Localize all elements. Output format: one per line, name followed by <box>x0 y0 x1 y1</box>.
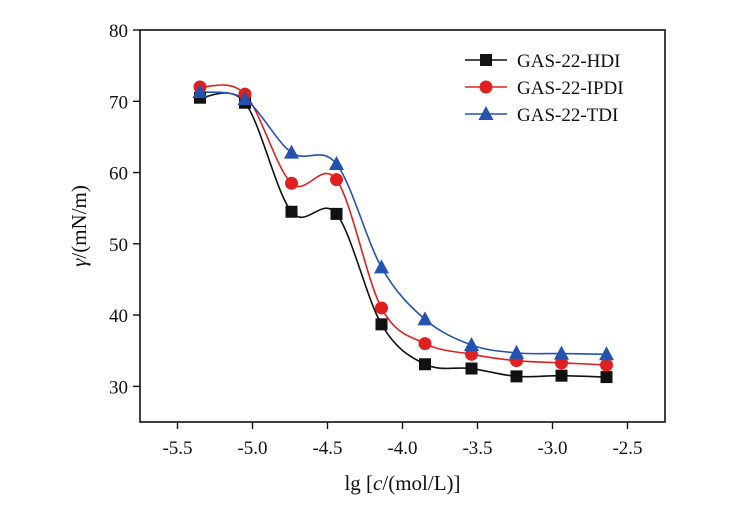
x-tick-label: -4.0 <box>387 438 417 459</box>
y-axis-label: γ/(mN/m) <box>67 185 91 267</box>
y-tick-label: 50 <box>109 235 128 256</box>
legend-marker-circle <box>479 80 493 94</box>
data-point-circle <box>600 358 613 372</box>
data-point-square <box>555 369 568 382</box>
y-tick-label: 60 <box>109 164 128 185</box>
data-point-triangle <box>192 84 208 99</box>
data-point-triangle <box>464 337 479 352</box>
axes-layer: -5.5 -5.0 -4.5 -4.0 -3.5 -3.0 -2.5 30 40 50 60 70 80 <box>109 21 666 459</box>
data-point-square <box>419 358 431 371</box>
x-tick-label: -2.5 <box>612 438 642 459</box>
x-tick-label: -3.0 <box>537 438 567 459</box>
data-point-square <box>330 207 343 220</box>
data-point-square <box>600 371 613 384</box>
data-point-square <box>285 205 298 218</box>
data-point-triangle <box>599 346 614 361</box>
legend-marker-square <box>480 54 492 66</box>
data-point-triangle <box>417 311 433 326</box>
data-point-triangle <box>554 345 569 360</box>
x-tick-label: -5.0 <box>237 438 267 459</box>
data-point-circle <box>418 337 432 351</box>
x-axis-label-part: /(mol/L)] <box>382 471 460 495</box>
data-point-square <box>510 370 523 383</box>
x-axis-label: lg [c/(mol/L)] <box>344 471 460 495</box>
data-point-triangle <box>509 344 524 359</box>
data-point-circle <box>375 301 388 315</box>
x-tick-label: -3.5 <box>462 438 492 459</box>
y-tick-label: 80 <box>109 21 128 42</box>
legend-label: GAS-22-TDI <box>517 105 618 126</box>
data-point-square <box>465 362 478 375</box>
y-axis-label-part: /(mN/m) <box>67 185 91 259</box>
x-axis-label-part: lg [ <box>344 471 373 495</box>
x-tick-label: -5.5 <box>162 438 192 459</box>
data-point-circle <box>330 173 343 187</box>
data-point-circle <box>285 176 298 190</box>
legend-label: GAS-22-IPDI <box>517 78 624 99</box>
fit-curve-square <box>199 92 607 378</box>
data-point-circle <box>465 347 478 361</box>
x-tick-label: -4.5 <box>312 438 342 459</box>
axis-labels: lg [c/(mol/L)] γ/(mN/m) <box>67 185 461 495</box>
data-point-triangle <box>284 144 299 159</box>
data-point-circle <box>555 356 568 370</box>
fit-curve-circle <box>199 84 607 366</box>
data-point-triangle <box>374 259 389 274</box>
data-point-square <box>375 318 388 331</box>
data-point-triangle <box>329 155 344 170</box>
fit-curves <box>199 84 607 378</box>
legend-label: GAS-22-HDI <box>517 51 620 72</box>
y-tick-label: 70 <box>109 92 128 113</box>
y-tick-label: 30 <box>109 377 128 398</box>
legend-marker-triangle <box>478 106 494 120</box>
y-axis-label-part: γ <box>67 258 91 267</box>
legend: GAS-22-HDI GAS-22-IPDI GAS-22-TDI <box>465 51 624 126</box>
fit-curve-triangle <box>199 91 607 356</box>
data-point-triangle <box>237 91 253 106</box>
y-tick-label: 40 <box>109 306 128 327</box>
data-points <box>192 80 614 384</box>
x-axis-label-part: c <box>373 471 383 495</box>
